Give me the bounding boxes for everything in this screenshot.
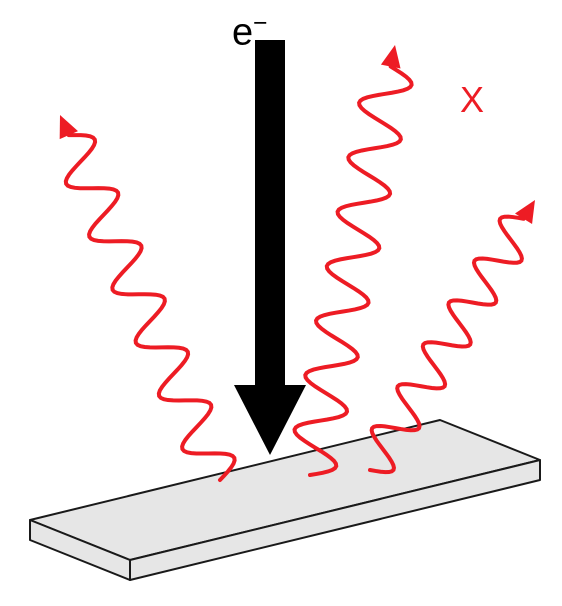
- electron-arrow: [234, 40, 306, 455]
- electron-label-base: e: [232, 12, 253, 54]
- electron-arrow-head-icon: [234, 385, 306, 455]
- target-slab: [30, 420, 540, 580]
- electron-label: e−: [232, 10, 268, 55]
- wave-far-right-arrowhead-icon: [515, 200, 535, 224]
- electron-arrow-shaft: [255, 40, 285, 385]
- xray-label: X: [460, 79, 484, 121]
- wave-mid-right-arrowhead-icon: [381, 45, 401, 69]
- xray-label-text: X: [460, 79, 484, 120]
- wave-left: [66, 135, 235, 480]
- electron-label-sup: −: [253, 10, 267, 37]
- wave-mid-right: [295, 67, 412, 475]
